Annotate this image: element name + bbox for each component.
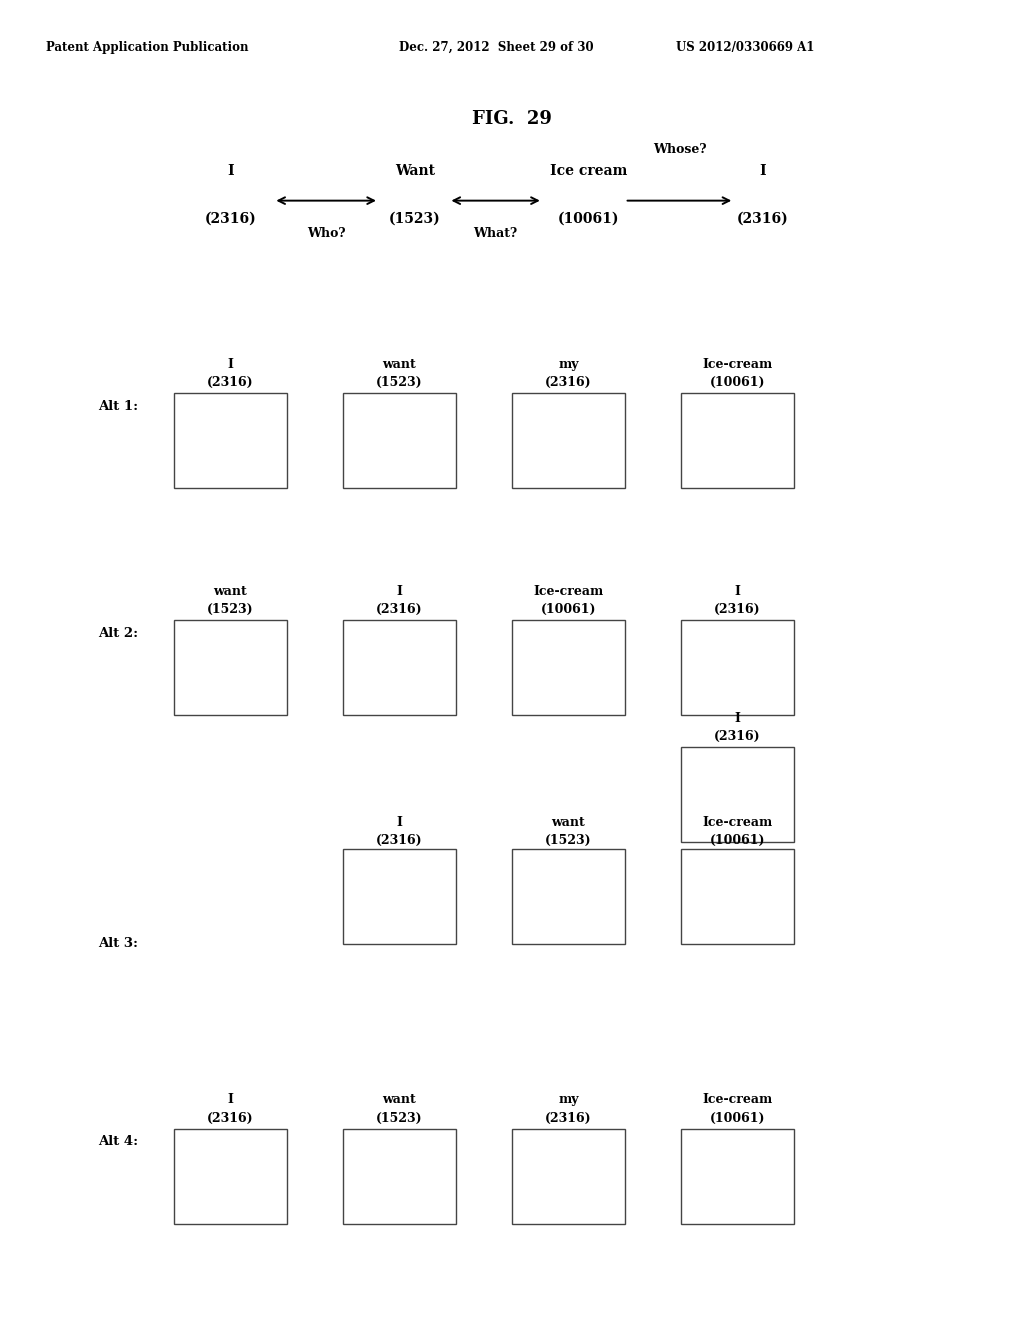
Text: Ice-cream: Ice-cream [702,1093,772,1106]
Text: Ice-cream: Ice-cream [702,358,772,371]
Text: Who?: Who? [307,227,345,240]
Bar [681,747,794,842]
Text: (1523): (1523) [389,211,440,226]
Text: Ice-cream: Ice-cream [702,816,772,829]
Text: want: want [383,1093,416,1106]
Bar [343,393,456,488]
Text: Alt 2:: Alt 2: [97,627,138,640]
Bar [681,620,794,715]
Text: (2316): (2316) [545,1111,592,1125]
Bar [343,620,456,715]
Text: (2316): (2316) [205,211,256,226]
Bar [174,393,287,488]
Text: (2316): (2316) [545,376,592,389]
Bar [174,1129,287,1224]
Text: my: my [558,358,579,371]
Text: Dec. 27, 2012  Sheet 29 of 30: Dec. 27, 2012 Sheet 29 of 30 [399,41,594,54]
Text: (10061): (10061) [710,1111,765,1125]
Text: (2316): (2316) [207,376,254,389]
Text: (2316): (2316) [376,603,423,616]
Bar [512,620,625,715]
Text: (2316): (2316) [714,603,761,616]
Text: (1523): (1523) [376,376,423,389]
Text: (10061): (10061) [710,834,765,847]
Text: (2316): (2316) [376,834,423,847]
Bar [343,849,456,944]
Bar [174,620,287,715]
Text: want: want [383,358,416,371]
Text: my: my [558,1093,579,1106]
Text: want: want [552,816,585,829]
Text: Patent Application Publication: Patent Application Publication [46,41,249,54]
Text: I: I [227,164,233,178]
Text: (1523): (1523) [376,1111,423,1125]
Text: Whose?: Whose? [652,143,707,156]
Bar [343,1129,456,1224]
Bar [681,849,794,944]
Bar [681,1129,794,1224]
Bar [512,849,625,944]
Text: (1523): (1523) [545,834,592,847]
Text: I: I [760,164,766,178]
Text: I: I [734,585,740,598]
Text: (10061): (10061) [558,211,620,226]
Text: (2316): (2316) [714,730,761,743]
Text: I: I [227,358,233,371]
Text: (2316): (2316) [207,1111,254,1125]
Bar [512,1129,625,1224]
Text: Ice cream: Ice cream [550,164,628,178]
Text: (2316): (2316) [737,211,788,226]
Text: want: want [214,585,247,598]
Bar [681,393,794,488]
Text: I: I [734,711,740,725]
Text: (10061): (10061) [541,603,596,616]
Text: Alt 4:: Alt 4: [97,1135,138,1148]
Text: Want: Want [394,164,435,178]
Bar [512,393,625,488]
Text: Alt 3:: Alt 3: [97,937,138,950]
Text: US 2012/0330669 A1: US 2012/0330669 A1 [676,41,814,54]
Text: I: I [396,816,402,829]
Text: I: I [396,585,402,598]
Text: (10061): (10061) [710,376,765,389]
Text: Alt 1:: Alt 1: [97,400,138,413]
Text: What?: What? [473,227,518,240]
Text: I: I [227,1093,233,1106]
Text: FIG.  29: FIG. 29 [472,110,552,128]
Text: Ice-cream: Ice-cream [534,585,603,598]
Text: (1523): (1523) [207,603,254,616]
